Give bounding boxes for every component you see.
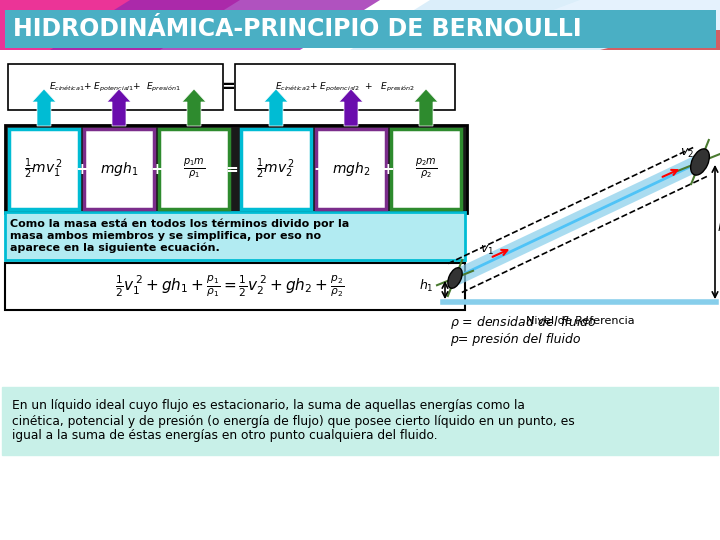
FancyBboxPatch shape	[8, 64, 223, 110]
FancyBboxPatch shape	[391, 129, 461, 209]
Text: $E_{cinética2}$+ $E_{potencial2}$  +   $E_{presión2}$: $E_{cinética2}$+ $E_{potencial2}$ + $E_{…	[275, 80, 415, 93]
Text: Nivel de Referencia: Nivel de Referencia	[526, 316, 634, 326]
Bar	[5, 10, 716, 48]
FancyBboxPatch shape	[241, 129, 311, 209]
FancyBboxPatch shape	[159, 129, 229, 209]
FancyArrow shape	[414, 89, 438, 126]
Text: +: +	[76, 161, 89, 177]
FancyBboxPatch shape	[235, 64, 455, 110]
Text: $\frac{p_2 m}{\rho_2}$: $\frac{p_2 m}{\rho_2}$	[415, 157, 437, 181]
FancyBboxPatch shape	[5, 263, 465, 310]
Text: $h_1$: $h_1$	[419, 278, 434, 294]
FancyBboxPatch shape	[9, 129, 79, 209]
Polygon shape	[451, 155, 703, 285]
Text: $\frac{p_1 m}{\rho_1}$: $\frac{p_1 m}{\rho_1}$	[183, 157, 205, 181]
Polygon shape	[600, 30, 720, 50]
Text: +: +	[314, 161, 326, 177]
Polygon shape	[350, 0, 720, 50]
Text: En un líquido ideal cuyo flujo es estacionario, la suma de aquellas energías com: En un líquido ideal cuyo flujo es estaci…	[12, 400, 575, 442]
FancyArrow shape	[32, 89, 56, 126]
Text: +: +	[150, 161, 163, 177]
FancyArrow shape	[107, 89, 131, 126]
Ellipse shape	[448, 268, 462, 288]
Text: $\rho$ = densidad del fluido
p= presión del fluido: $\rho$ = densidad del fluido p= presión …	[450, 314, 597, 346]
FancyBboxPatch shape	[84, 129, 154, 209]
Text: $h_2$: $h_2$	[717, 220, 720, 236]
FancyBboxPatch shape	[5, 125, 467, 213]
Text: +: +	[382, 161, 395, 177]
FancyArrow shape	[264, 89, 288, 126]
Text: HIDRODINÁMICA-PRINCIPIO DE BERNOULLI: HIDRODINÁMICA-PRINCIPIO DE BERNOULLI	[13, 17, 582, 41]
Text: $v_1$: $v_1$	[480, 244, 494, 257]
Text: $\frac{1}{2}v_1^{\,2} + gh_1 + \frac{p_1}{\rho_1} = \frac{1}{2}v_2^{\,2} + gh_2 : $\frac{1}{2}v_1^{\,2} + gh_1 + \frac{p_1…	[115, 274, 345, 299]
FancyBboxPatch shape	[5, 212, 465, 260]
Polygon shape	[50, 0, 380, 50]
Ellipse shape	[690, 149, 709, 175]
Text: $mgh_1$: $mgh_1$	[100, 160, 138, 178]
FancyBboxPatch shape	[316, 129, 386, 209]
Text: $E_{cinética1}$+ $E_{potencial1}$+  $E_{presión1}$: $E_{cinética1}$+ $E_{potencial1}$+ $E_{p…	[49, 80, 181, 93]
Text: Como la masa está en todos los términos divido por la
masa ambos miembros y se s: Como la masa está en todos los términos …	[10, 219, 349, 253]
Text: =: =	[221, 78, 235, 96]
FancyArrow shape	[182, 89, 206, 126]
Text: $v_2$: $v_2$	[680, 147, 694, 160]
Text: $\frac{1}{2}mv_2^{\,2}$: $\frac{1}{2}mv_2^{\,2}$	[256, 157, 295, 181]
FancyArrow shape	[339, 89, 363, 126]
FancyBboxPatch shape	[2, 387, 718, 455]
Polygon shape	[0, 0, 240, 50]
Polygon shape	[500, 0, 720, 30]
Text: $mgh_2$: $mgh_2$	[332, 160, 370, 178]
Text: $\frac{1}{2}mv_1^{\,2}$: $\frac{1}{2}mv_1^{\,2}$	[24, 157, 63, 181]
Text: =: =	[225, 161, 238, 177]
